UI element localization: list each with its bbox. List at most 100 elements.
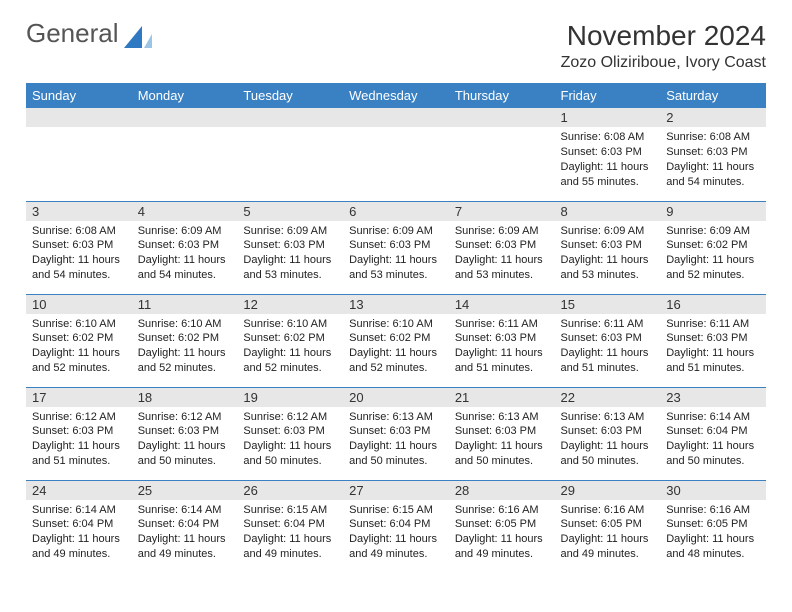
day-body: Sunrise: 6:09 AMSunset: 6:03 PMDaylight:… — [449, 221, 555, 287]
calendar-cell: 11Sunrise: 6:10 AMSunset: 6:02 PMDayligh… — [132, 294, 238, 387]
calendar-cell: 9Sunrise: 6:09 AMSunset: 6:02 PMDaylight… — [660, 201, 766, 294]
day-body: Sunrise: 6:10 AMSunset: 6:02 PMDaylight:… — [26, 314, 132, 380]
calendar-cell: 1Sunrise: 6:08 AMSunset: 6:03 PMDaylight… — [555, 108, 661, 201]
daylight-text: Daylight: 11 hours and 49 minutes. — [561, 532, 655, 562]
daylight-text: Daylight: 11 hours and 49 minutes. — [455, 532, 549, 562]
daylight-text: Daylight: 11 hours and 54 minutes. — [666, 160, 760, 190]
day-body: Sunrise: 6:09 AMSunset: 6:03 PMDaylight:… — [132, 221, 238, 287]
daylight-text: Daylight: 11 hours and 50 minutes. — [455, 439, 549, 469]
day-number: 28 — [449, 481, 555, 500]
sunset-text: Sunset: 6:03 PM — [561, 424, 655, 439]
calendar-page: General Blue November 2024 Zozo Olizirib… — [0, 0, 792, 583]
daylight-text: Daylight: 11 hours and 52 minutes. — [32, 346, 126, 376]
daylight-text: Daylight: 11 hours and 54 minutes. — [138, 253, 232, 283]
day-number: 7 — [449, 202, 555, 221]
sunrise-text: Sunrise: 6:10 AM — [32, 317, 126, 332]
daylight-text: Daylight: 11 hours and 51 minutes. — [561, 346, 655, 376]
day-number: 18 — [132, 388, 238, 407]
sunset-text: Sunset: 6:03 PM — [138, 238, 232, 253]
title-block: November 2024 Zozo Oliziriboue, Ivory Co… — [561, 20, 766, 72]
day-number: 9 — [660, 202, 766, 221]
calendar-cell: 20Sunrise: 6:13 AMSunset: 6:03 PMDayligh… — [343, 387, 449, 480]
sunrise-text: Sunrise: 6:11 AM — [455, 317, 549, 332]
calendar-cell: 23Sunrise: 6:14 AMSunset: 6:04 PMDayligh… — [660, 387, 766, 480]
sunset-text: Sunset: 6:03 PM — [138, 424, 232, 439]
calendar-cell: 5Sunrise: 6:09 AMSunset: 6:03 PMDaylight… — [237, 201, 343, 294]
daylight-text: Daylight: 11 hours and 48 minutes. — [666, 532, 760, 562]
sunrise-text: Sunrise: 6:12 AM — [243, 410, 337, 425]
calendar-row: 10Sunrise: 6:10 AMSunset: 6:02 PMDayligh… — [26, 294, 766, 387]
calendar-body: 1Sunrise: 6:08 AMSunset: 6:03 PMDaylight… — [26, 108, 766, 573]
day-number — [237, 108, 343, 127]
weekday-header: Saturday — [660, 83, 766, 108]
day-body: Sunrise: 6:15 AMSunset: 6:04 PMDaylight:… — [237, 500, 343, 566]
daylight-text: Daylight: 11 hours and 50 minutes. — [349, 439, 443, 469]
daylight-text: Daylight: 11 hours and 51 minutes. — [666, 346, 760, 376]
sunrise-text: Sunrise: 6:16 AM — [561, 503, 655, 518]
day-body: Sunrise: 6:11 AMSunset: 6:03 PMDaylight:… — [449, 314, 555, 380]
day-body: Sunrise: 6:13 AMSunset: 6:03 PMDaylight:… — [343, 407, 449, 473]
day-body: Sunrise: 6:13 AMSunset: 6:03 PMDaylight:… — [555, 407, 661, 473]
sunset-text: Sunset: 6:04 PM — [349, 517, 443, 532]
calendar-cell: 3Sunrise: 6:08 AMSunset: 6:03 PMDaylight… — [26, 201, 132, 294]
calendar-cell: 15Sunrise: 6:11 AMSunset: 6:03 PMDayligh… — [555, 294, 661, 387]
sunrise-text: Sunrise: 6:09 AM — [243, 224, 337, 239]
sunset-text: Sunset: 6:05 PM — [666, 517, 760, 532]
calendar-cell: 24Sunrise: 6:14 AMSunset: 6:04 PMDayligh… — [26, 480, 132, 573]
calendar-cell: 8Sunrise: 6:09 AMSunset: 6:03 PMDaylight… — [555, 201, 661, 294]
calendar-cell: 10Sunrise: 6:10 AMSunset: 6:02 PMDayligh… — [26, 294, 132, 387]
daylight-text: Daylight: 11 hours and 49 minutes. — [243, 532, 337, 562]
day-body: Sunrise: 6:13 AMSunset: 6:03 PMDaylight:… — [449, 407, 555, 473]
calendar-cell: 29Sunrise: 6:16 AMSunset: 6:05 PMDayligh… — [555, 480, 661, 573]
day-number: 24 — [26, 481, 132, 500]
calendar-cell: 30Sunrise: 6:16 AMSunset: 6:05 PMDayligh… — [660, 480, 766, 573]
day-number: 12 — [237, 295, 343, 314]
sunset-text: Sunset: 6:02 PM — [138, 331, 232, 346]
calendar-cell: 12Sunrise: 6:10 AMSunset: 6:02 PMDayligh… — [237, 294, 343, 387]
sunrise-text: Sunrise: 6:14 AM — [666, 410, 760, 425]
day-number: 4 — [132, 202, 238, 221]
daylight-text: Daylight: 11 hours and 51 minutes. — [32, 439, 126, 469]
calendar-cell: 13Sunrise: 6:10 AMSunset: 6:02 PMDayligh… — [343, 294, 449, 387]
day-number: 22 — [555, 388, 661, 407]
day-body — [343, 127, 449, 134]
weekday-header: Sunday — [26, 83, 132, 108]
header: General Blue November 2024 Zozo Olizirib… — [26, 20, 766, 73]
daylight-text: Daylight: 11 hours and 50 minutes. — [561, 439, 655, 469]
daylight-text: Daylight: 11 hours and 53 minutes. — [455, 253, 549, 283]
calendar-cell: 19Sunrise: 6:12 AMSunset: 6:03 PMDayligh… — [237, 387, 343, 480]
day-number — [26, 108, 132, 127]
calendar-cell: 14Sunrise: 6:11 AMSunset: 6:03 PMDayligh… — [449, 294, 555, 387]
daylight-text: Daylight: 11 hours and 52 minutes. — [243, 346, 337, 376]
day-number: 21 — [449, 388, 555, 407]
day-body: Sunrise: 6:09 AMSunset: 6:03 PMDaylight:… — [343, 221, 449, 287]
day-number — [449, 108, 555, 127]
sunrise-text: Sunrise: 6:16 AM — [455, 503, 549, 518]
sunrise-text: Sunrise: 6:09 AM — [666, 224, 760, 239]
sunset-text: Sunset: 6:04 PM — [32, 517, 126, 532]
day-number: 29 — [555, 481, 661, 500]
sunrise-text: Sunrise: 6:14 AM — [32, 503, 126, 518]
day-body: Sunrise: 6:10 AMSunset: 6:02 PMDaylight:… — [343, 314, 449, 380]
day-body: Sunrise: 6:10 AMSunset: 6:02 PMDaylight:… — [237, 314, 343, 380]
month-title: November 2024 — [561, 20, 766, 52]
sunrise-text: Sunrise: 6:08 AM — [666, 130, 760, 145]
daylight-text: Daylight: 11 hours and 50 minutes. — [666, 439, 760, 469]
day-body: Sunrise: 6:12 AMSunset: 6:03 PMDaylight:… — [237, 407, 343, 473]
sail-icon — [124, 26, 152, 48]
calendar-cell: 26Sunrise: 6:15 AMSunset: 6:04 PMDayligh… — [237, 480, 343, 573]
weekday-header: Monday — [132, 83, 238, 108]
day-number: 23 — [660, 388, 766, 407]
calendar-cell — [449, 108, 555, 201]
calendar-row: 24Sunrise: 6:14 AMSunset: 6:04 PMDayligh… — [26, 480, 766, 573]
calendar-head: SundayMondayTuesdayWednesdayThursdayFrid… — [26, 83, 766, 108]
day-body: Sunrise: 6:12 AMSunset: 6:03 PMDaylight:… — [132, 407, 238, 473]
day-number: 30 — [660, 481, 766, 500]
day-body — [237, 127, 343, 134]
day-number: 14 — [449, 295, 555, 314]
day-body: Sunrise: 6:14 AMSunset: 6:04 PMDaylight:… — [660, 407, 766, 473]
calendar-row: 1Sunrise: 6:08 AMSunset: 6:03 PMDaylight… — [26, 108, 766, 201]
sunrise-text: Sunrise: 6:08 AM — [561, 130, 655, 145]
day-number: 8 — [555, 202, 661, 221]
daylight-text: Daylight: 11 hours and 51 minutes. — [455, 346, 549, 376]
